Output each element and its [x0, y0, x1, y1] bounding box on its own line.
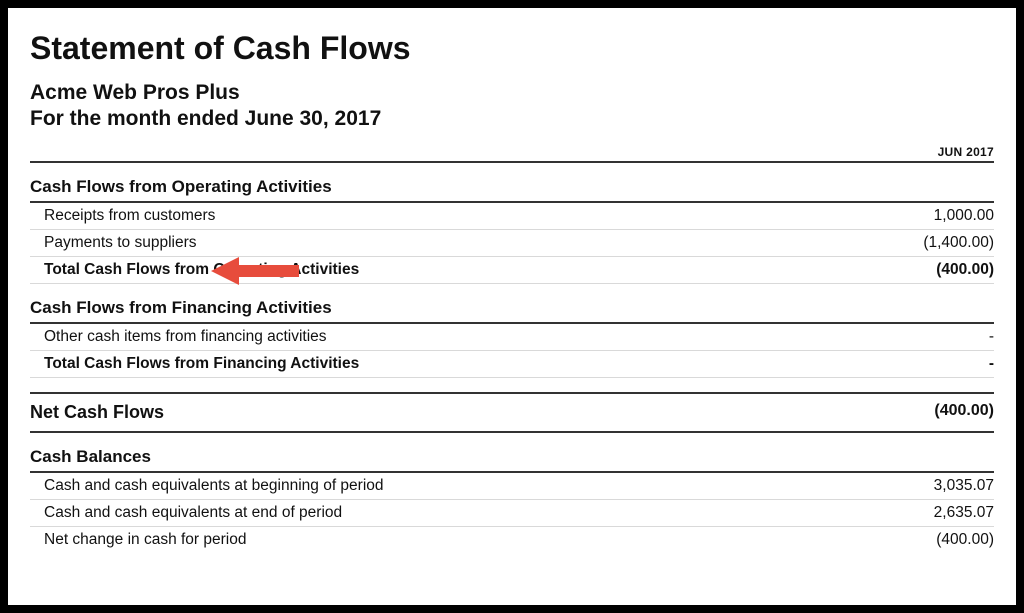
- row-balance-change-label: Net change in cash for period: [30, 531, 246, 549]
- row-financing-other: Other cash items from financing activiti…: [30, 324, 994, 351]
- section-financing: Cash Flows from Financing Activities Oth…: [30, 298, 994, 378]
- row-balance-change-value: (400.00): [936, 531, 994, 549]
- row-net-cash-flows: Net Cash Flows (400.00): [30, 392, 994, 433]
- row-financing-total-value: -: [989, 355, 994, 373]
- section-balances-title: Cash Balances: [30, 447, 994, 473]
- row-balance-begin: Cash and cash equivalents at beginning o…: [30, 473, 994, 500]
- report-period: For the month ended June 30, 2017: [30, 107, 994, 131]
- row-operating-total-label: Total Cash Flows from Operating Activiti…: [30, 261, 359, 279]
- row-financing-other-label: Other cash items from financing activiti…: [30, 328, 327, 346]
- row-operating-total: Total Cash Flows from Operating Activiti…: [30, 257, 994, 284]
- row-receipts: Receipts from customers 1,000.00: [30, 203, 994, 230]
- row-receipts-value: 1,000.00: [934, 207, 994, 225]
- column-header-row: JUN 2017: [30, 145, 994, 163]
- column-header: JUN 2017: [30, 145, 994, 159]
- row-financing-total-label: Total Cash Flows from Financing Activiti…: [30, 355, 359, 373]
- section-operating-title: Cash Flows from Operating Activities: [30, 177, 994, 203]
- company-name: Acme Web Pros Plus: [30, 81, 994, 105]
- row-net-value: (400.00): [934, 402, 994, 423]
- section-financing-title: Cash Flows from Financing Activities: [30, 298, 994, 324]
- row-balance-begin-label: Cash and cash equivalents at beginning o…: [30, 477, 384, 495]
- row-receipts-label: Receipts from customers: [30, 207, 215, 225]
- row-payments-value: (1,400.00): [923, 234, 994, 252]
- report-page: Statement of Cash Flows Acme Web Pros Pl…: [8, 8, 1016, 605]
- section-net: Net Cash Flows (400.00): [30, 392, 994, 433]
- row-financing-total: Total Cash Flows from Financing Activiti…: [30, 351, 994, 378]
- row-balance-change: Net change in cash for period (400.00): [30, 527, 994, 553]
- section-balances: Cash Balances Cash and cash equivalents …: [30, 447, 994, 553]
- annotation-arrow-icon: [211, 256, 299, 286]
- row-balance-end-label: Cash and cash equivalents at end of peri…: [30, 504, 342, 522]
- row-net-label: Net Cash Flows: [30, 402, 164, 423]
- row-operating-total-value: (400.00): [936, 261, 994, 279]
- page-title: Statement of Cash Flows: [30, 30, 994, 67]
- section-operating: Cash Flows from Operating Activities Rec…: [30, 177, 994, 284]
- row-financing-other-value: -: [989, 328, 994, 346]
- row-balance-begin-value: 3,035.07: [934, 477, 994, 495]
- row-balance-end: Cash and cash equivalents at end of peri…: [30, 500, 994, 527]
- row-payments-label: Payments to suppliers: [30, 234, 197, 252]
- row-payments: Payments to suppliers (1,400.00): [30, 230, 994, 257]
- row-balance-end-value: 2,635.07: [934, 504, 994, 522]
